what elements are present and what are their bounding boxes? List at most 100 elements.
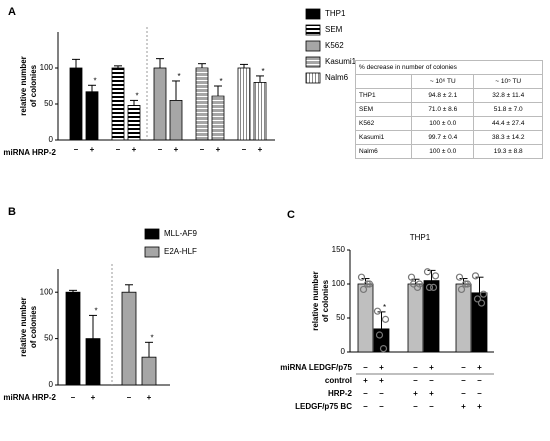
condition-value: – — [413, 363, 418, 372]
data-point — [473, 295, 482, 303]
cell: 100 ± 0.0 — [411, 144, 475, 159]
panel-label: C — [287, 209, 295, 221]
y-tick-label: 100 — [40, 287, 54, 296]
condition-value: – — [477, 389, 482, 398]
y-tick-label: 0 — [49, 380, 54, 389]
cell: 32.8 ± 11.4 — [473, 88, 543, 103]
y-tick-label: 100 — [332, 279, 346, 288]
legend-label: Nalm6 — [325, 73, 349, 82]
condition-value: – — [379, 402, 384, 411]
significance: * — [93, 76, 96, 85]
data-point — [407, 273, 416, 281]
header: ~ 10⁶ TU — [411, 74, 475, 89]
cell: 99.7 ± 0.4 — [411, 130, 475, 145]
data-point — [373, 307, 382, 315]
significance: * — [261, 67, 264, 76]
y-axis-label: relative numberof colonies — [19, 56, 38, 116]
bar — [85, 338, 101, 386]
data-point — [379, 345, 388, 353]
significance: * — [135, 92, 138, 101]
data-point — [429, 283, 438, 291]
condition-value: – — [363, 389, 368, 398]
cell: Kasumi1 — [354, 130, 413, 145]
bar — [141, 356, 157, 386]
x-tick-label: + — [132, 145, 137, 154]
condition-label: HRP-2 — [328, 389, 353, 398]
data-point — [479, 290, 488, 298]
cell: Nalm6 — [354, 144, 413, 159]
cell: 100 ± 0.0 — [411, 116, 475, 131]
data-point — [365, 280, 374, 288]
x-tick-label: + — [258, 145, 263, 154]
x-tick-label: – — [74, 145, 79, 154]
y-axis-label: relative numberof colonies — [311, 271, 330, 331]
cell: 51.8 ± 7.0 — [473, 102, 543, 117]
x-axis-label: miRNA HRP-2 — [3, 148, 56, 157]
y-tick-label: 50 — [44, 99, 53, 108]
bar — [253, 82, 267, 141]
y-tick-label: 150 — [332, 245, 346, 254]
x-tick-label: – — [71, 393, 76, 402]
condition-value: + — [379, 363, 384, 372]
legend-swatch — [305, 72, 321, 84]
condition-value: – — [477, 376, 482, 385]
condition-value: – — [461, 376, 466, 385]
condition-value: – — [429, 402, 434, 411]
condition-label: LEDGF/p75 BC — [295, 402, 352, 411]
y-tick-label: 50 — [336, 313, 345, 322]
panel-label: A — [8, 6, 16, 18]
significance: * — [219, 77, 222, 86]
bar — [69, 67, 83, 141]
legend-label: MLL-AF9 — [164, 229, 197, 238]
legend-swatch — [144, 228, 160, 240]
data-point — [375, 331, 384, 339]
legend-label: SEM — [325, 25, 343, 34]
data-point — [413, 283, 422, 291]
condition-label: control — [325, 376, 352, 385]
condition-value: + — [477, 402, 482, 411]
cell: SEM — [354, 102, 413, 117]
significance: * — [94, 307, 97, 316]
y-tick-label: 0 — [49, 135, 54, 144]
legend-swatch — [305, 24, 321, 36]
data-point — [359, 285, 368, 294]
bar — [455, 283, 472, 353]
data-point — [457, 285, 466, 294]
x-tick-label: + — [147, 393, 152, 402]
legend-label: K562 — [325, 41, 344, 50]
data-point — [357, 273, 366, 281]
data-point — [477, 299, 486, 307]
condition-value: – — [429, 376, 434, 385]
data-point — [463, 280, 472, 288]
condition-value: – — [363, 363, 368, 372]
legend-swatch — [305, 8, 321, 20]
y-tick-label: 50 — [44, 334, 53, 343]
condition-value: – — [413, 402, 418, 411]
legend-swatch — [305, 40, 321, 52]
data-point — [461, 280, 470, 288]
condition-value: – — [413, 376, 418, 385]
condition-value: + — [429, 363, 434, 372]
bar — [169, 100, 183, 141]
y-tick-label: 100 — [40, 63, 54, 72]
condition-value: – — [363, 402, 368, 411]
significance: * — [383, 303, 386, 312]
table-title: % decrease in number of colonies — [355, 60, 543, 75]
legend-label: THP1 — [325, 9, 346, 18]
condition-value: + — [429, 389, 434, 398]
significance: * — [150, 333, 153, 342]
bar — [85, 91, 99, 141]
x-tick-label: – — [200, 145, 205, 154]
bar — [211, 95, 225, 141]
bar — [65, 291, 81, 386]
cell: 19.3 ± 8.8 — [473, 144, 543, 159]
cell: 71.0 ± 8.6 — [411, 102, 475, 117]
data-point — [471, 272, 480, 280]
bar — [237, 67, 251, 141]
legend-swatch — [305, 56, 321, 68]
cell — [354, 74, 413, 89]
condition-value: + — [461, 402, 466, 411]
significance: * — [177, 72, 180, 81]
